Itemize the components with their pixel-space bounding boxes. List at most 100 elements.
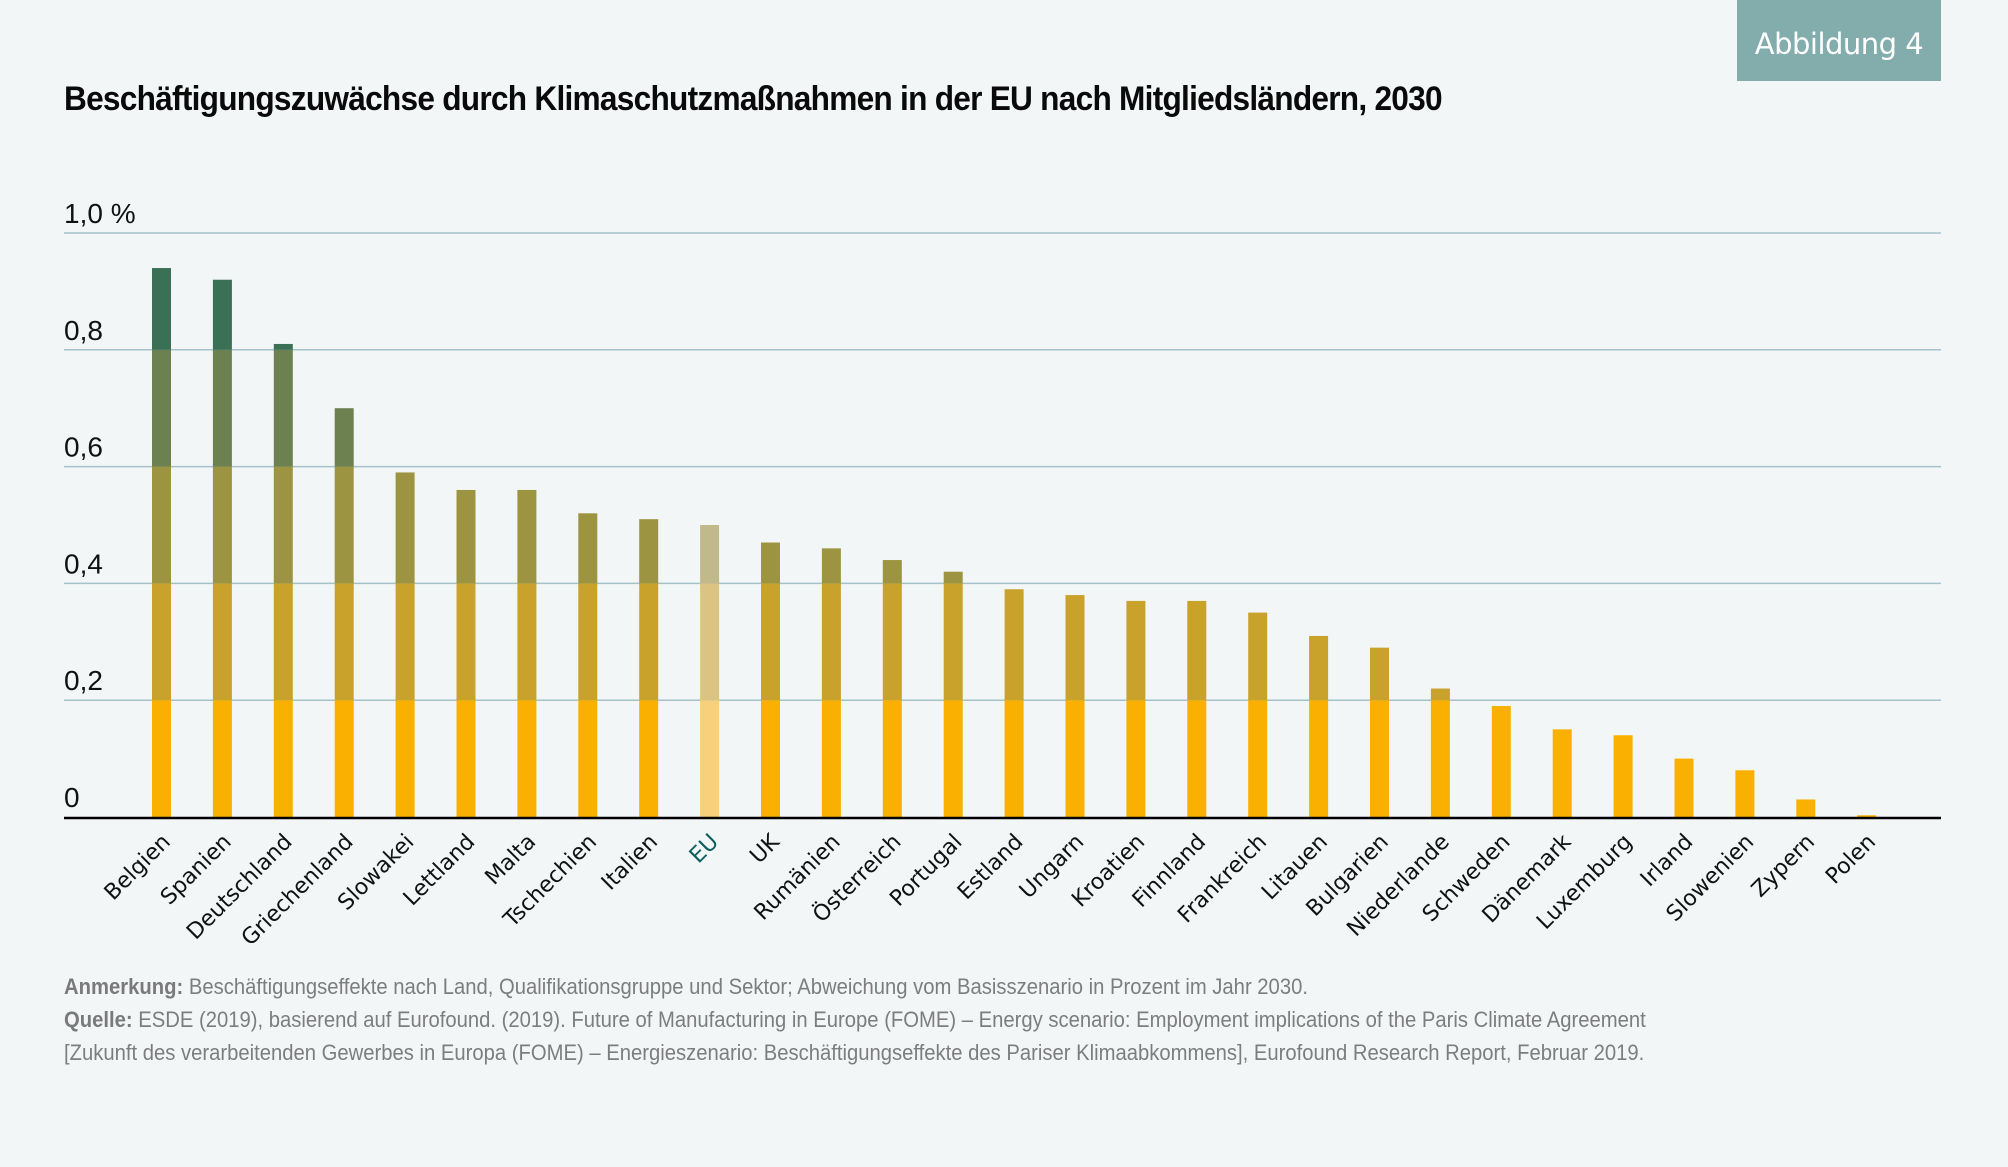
x-tick-label: Deutschland (182, 830, 297, 945)
bar-segment (578, 700, 598, 817)
bar-italien (639, 519, 659, 817)
bar-segment (334, 408, 354, 467)
bar-segment (1248, 612, 1268, 701)
bar-segment (152, 268, 171, 350)
bar-segment (761, 542, 780, 584)
bar-segment (212, 466, 232, 584)
bar-segment (1126, 700, 1146, 817)
bar-segment (1126, 600, 1146, 701)
bar-segment (1430, 700, 1450, 817)
bar-segment (1004, 589, 1024, 701)
footer-notes: Anmerkung: Beschäftigungseffekte nach La… (64, 970, 1646, 1069)
bar-segment (1430, 688, 1450, 701)
bar-segment (152, 349, 171, 467)
bar-segment (212, 700, 232, 817)
bar-segment (700, 583, 720, 701)
bar-belgien (152, 268, 171, 817)
bar-segment (882, 560, 902, 584)
bar-segment (761, 583, 780, 701)
figure-badge: Abbildung 4 (1737, 0, 1941, 81)
bar-segment (639, 583, 659, 701)
bar-segment (578, 513, 598, 584)
bar-segment (882, 700, 902, 817)
bar-segment (1309, 700, 1329, 817)
bar-segment (456, 489, 476, 584)
bar-segment (152, 466, 171, 584)
bar-segment (943, 700, 963, 817)
bar-eu (700, 525, 720, 817)
y-tick-label: 0,6 (64, 432, 103, 463)
bar-segment (700, 700, 720, 817)
bar-segment (1248, 700, 1268, 817)
bar-lettland (456, 489, 476, 817)
bar-segment (639, 519, 659, 584)
bar-segment (395, 583, 415, 701)
bar-segment (334, 466, 354, 584)
bar-segment (700, 525, 720, 584)
y-axis-ticks: 0 0,2 0,4 0,6 0,8 1,0 % (64, 198, 136, 813)
bar-niederlande (1430, 688, 1450, 817)
bar-segment (152, 583, 171, 701)
bar-segment (517, 700, 537, 817)
bar-segment (821, 700, 841, 817)
bar-litauen (1309, 635, 1329, 817)
bar-segment (1491, 706, 1511, 817)
bar-segment (273, 349, 293, 467)
source-text-2: [Zukunft des verarbeitenden Gewerbes in … (64, 1040, 1645, 1065)
bar-segment (1613, 735, 1633, 817)
bar-griechenland (334, 408, 354, 817)
bar-österreich (882, 560, 902, 817)
y-tick-label: 1,0 % (64, 198, 136, 229)
bar-segment (1796, 799, 1816, 817)
bar-segment (1187, 600, 1207, 701)
bar-segment (1552, 729, 1572, 817)
x-axis-labels: BelgienSpanienDeutschlandGriechenlandSlo… (100, 829, 1881, 951)
bar-segment (821, 548, 841, 584)
bar-segment (212, 349, 232, 467)
bar-segment (639, 700, 659, 817)
bar-segment (212, 583, 232, 701)
bar-segment (1065, 595, 1085, 701)
bar-bulgarien (1370, 647, 1389, 817)
y-tick-label: 0 (64, 782, 80, 813)
bar-chart: 0 0,2 0,4 0,6 0,8 1,0 % BelgienSpanienDeutsch… (64, 198, 1941, 951)
bar-irland (1674, 758, 1694, 817)
bar-segment (517, 489, 537, 584)
bar-schweden (1491, 706, 1511, 817)
bar-segment (395, 472, 415, 584)
bar-portugal (943, 571, 963, 817)
chart-title: Beschäftigungszuwächse durch Klimaschutz… (64, 80, 1443, 118)
bar-segment (152, 700, 171, 817)
bar-spanien (212, 279, 232, 817)
source-label: Quelle: (64, 1007, 133, 1032)
bar-segment (1674, 758, 1694, 817)
y-tick-label: 0,2 (64, 665, 103, 696)
bar-kroatien (1126, 600, 1146, 817)
note-label: Anmerkung: (64, 974, 184, 999)
bar-segment (395, 700, 415, 817)
bar-segment (273, 343, 293, 350)
bar-slowenien (1735, 770, 1755, 817)
bar-segment (1309, 635, 1329, 701)
bar-segment (456, 700, 476, 817)
x-tick-label: Estland (953, 830, 1028, 905)
bar-dänemark (1552, 729, 1572, 817)
bar-segment (1857, 815, 1877, 817)
note-line: Anmerkung: Beschäftigungseffekte nach La… (64, 970, 1646, 1003)
bar-ungarn (1065, 595, 1085, 817)
bar-segment (578, 583, 598, 701)
bar-segment (943, 583, 963, 701)
x-tick-label: Italien (597, 830, 663, 896)
bar-segment (1065, 700, 1085, 817)
bar-segment (1004, 700, 1024, 817)
bar-uk (761, 542, 780, 817)
bar-segment (1735, 770, 1755, 817)
x-tick-label: Polen (1821, 830, 1881, 890)
gridlines (64, 232, 1941, 701)
bar-rumänien (821, 548, 841, 817)
bar-slowakei (395, 472, 415, 817)
bar-segment (456, 583, 476, 701)
bar-finnland (1187, 600, 1207, 817)
bar-polen (1857, 815, 1877, 817)
bars (152, 268, 1877, 817)
